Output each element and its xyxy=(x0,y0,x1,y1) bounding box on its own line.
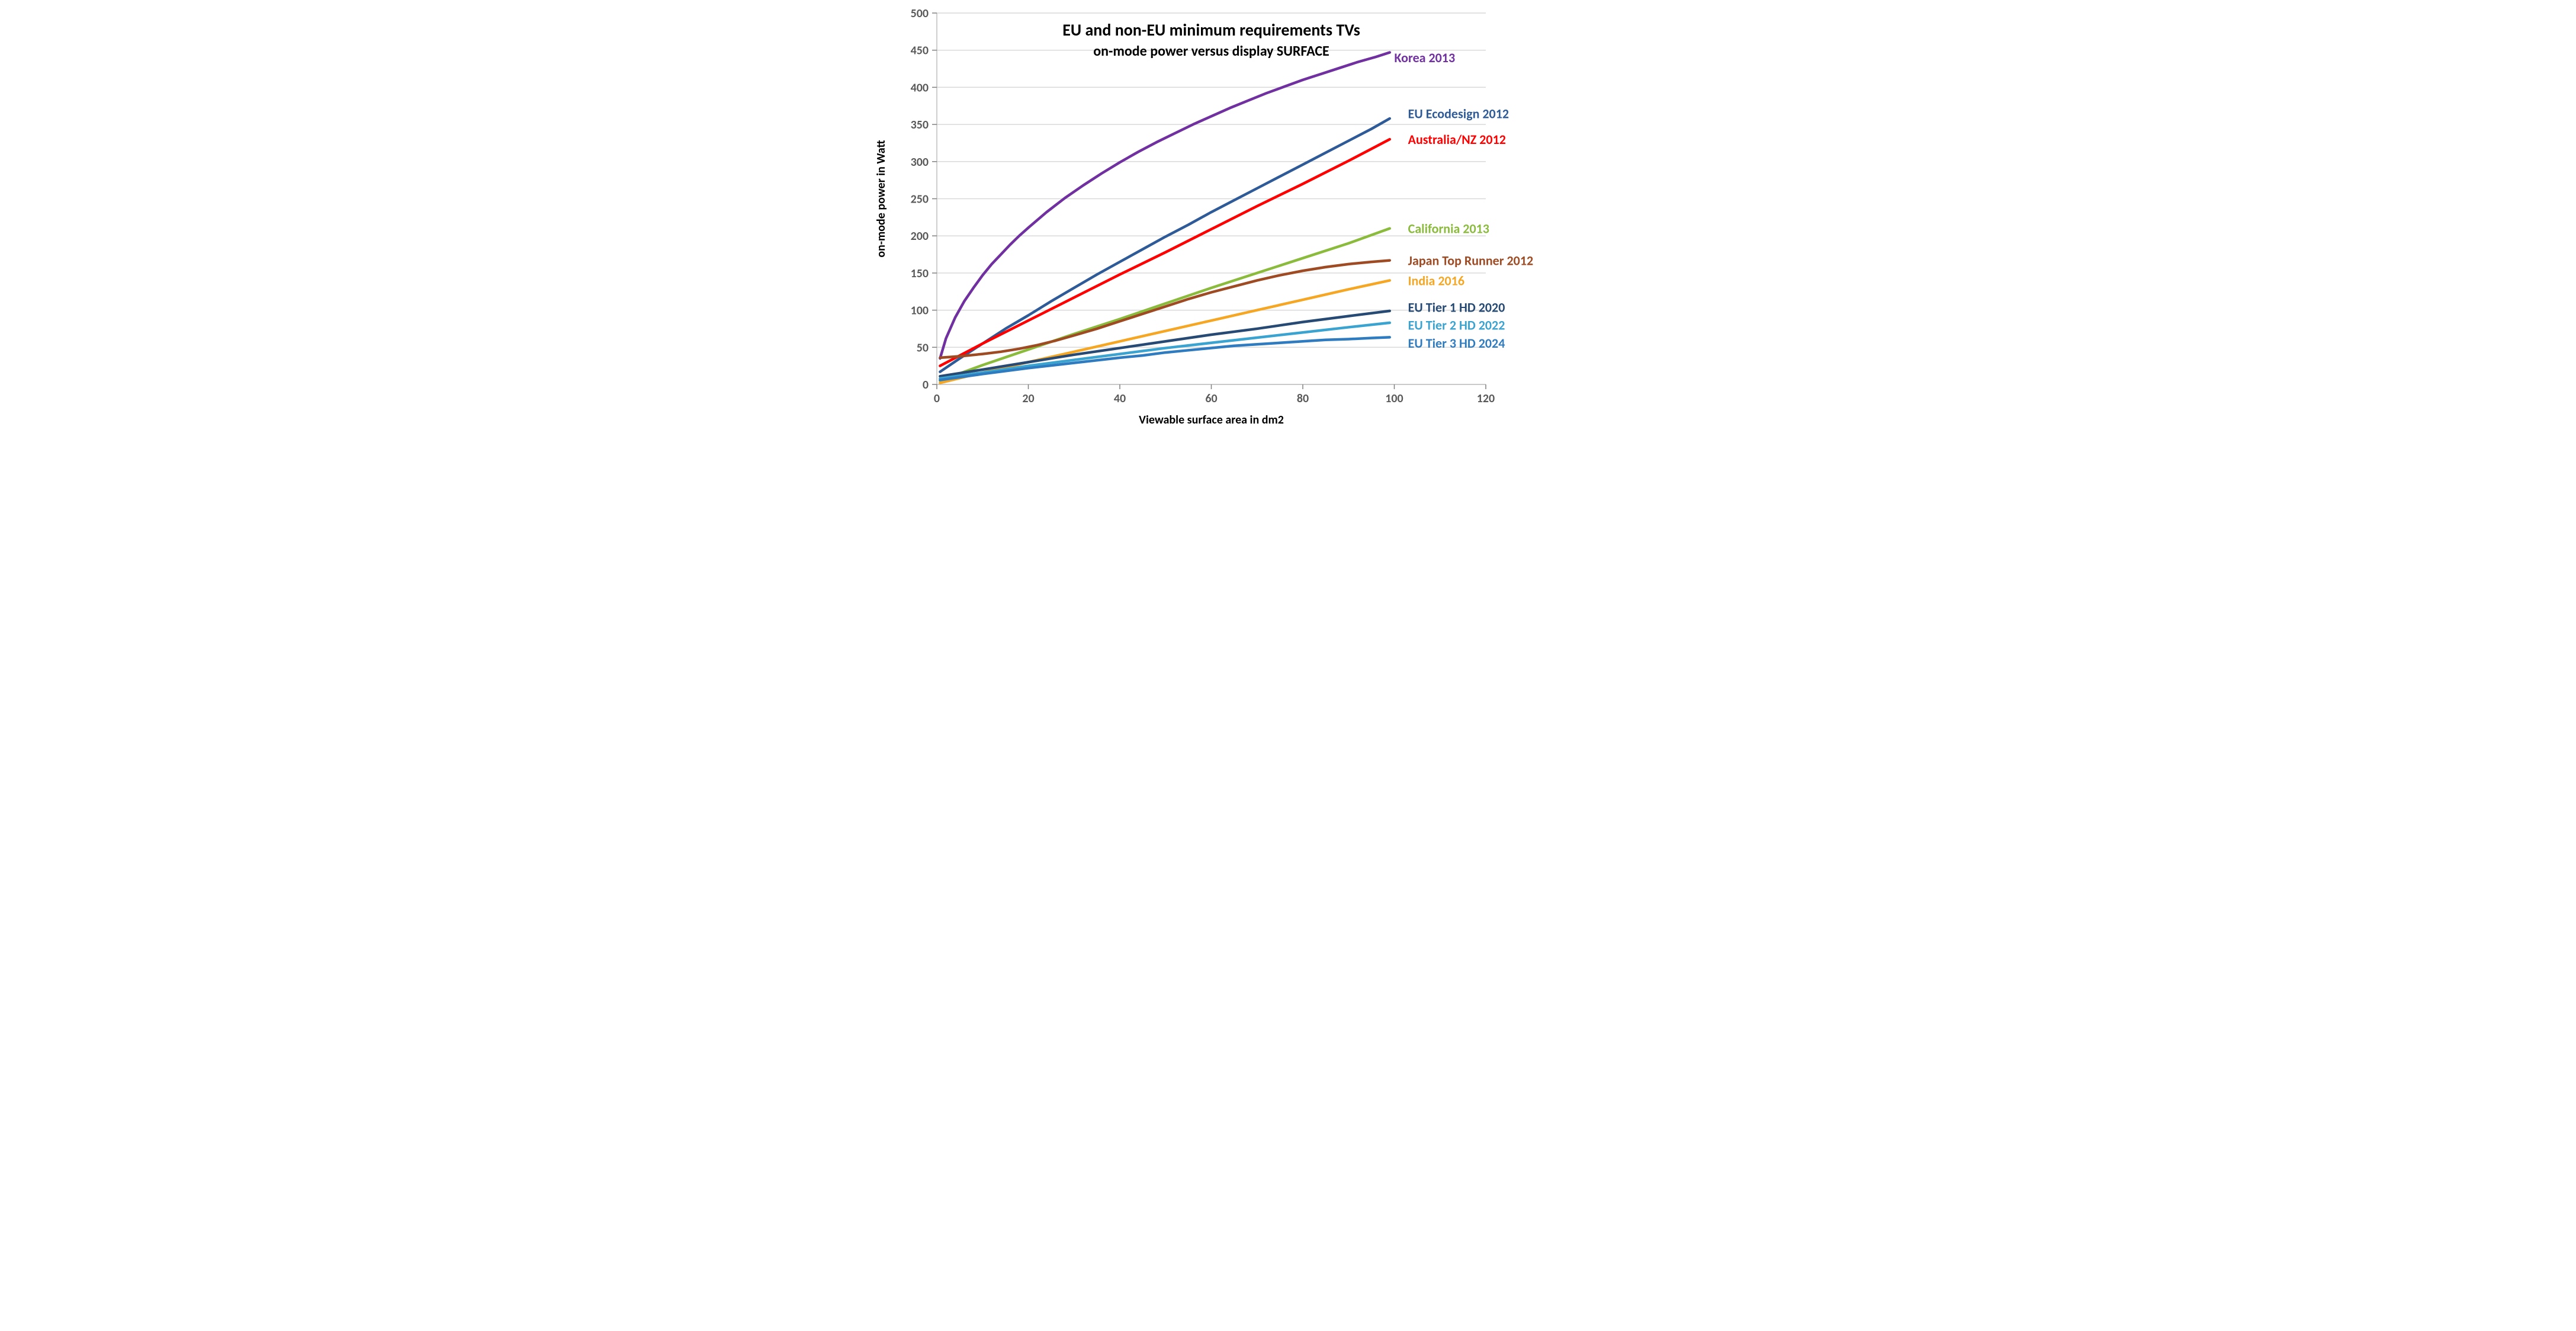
y-tick-label: 300 xyxy=(911,155,929,169)
chart-container: 0 50 100 150 200 250 300 350 400 450 500 0 20 40 60 80 1… xyxy=(859,0,1717,444)
series-label: EU Tier 2 HD 2022 xyxy=(1408,317,1505,333)
series-label: EU Tier 1 HD 2020 xyxy=(1408,300,1505,316)
y-axis-label: on-mode power in Watt xyxy=(874,140,888,257)
chart-subtitle: on-mode power versus display SURFACE xyxy=(1093,43,1329,60)
series-label: Korea 2013 xyxy=(1395,50,1456,66)
chart-title: EU and non-EU minimum requirements TVs xyxy=(1062,20,1360,40)
series-label: Japan Top Runner 2012 xyxy=(1408,253,1533,269)
x-axis-label: Viewable surface area in dm2 xyxy=(1139,413,1284,427)
chart-bg xyxy=(859,0,1717,444)
y-tick-label: 150 xyxy=(911,267,929,281)
y-tick-label: 100 xyxy=(911,304,929,318)
x-tick-label: 0 xyxy=(934,392,940,406)
x-tick-label: 100 xyxy=(1385,392,1403,406)
y-tick-label: 0 xyxy=(923,378,929,392)
x-tick-label: 60 xyxy=(1205,392,1217,406)
x-tick-label: 40 xyxy=(1114,392,1126,406)
series-label: EU Tier 3 HD 2024 xyxy=(1408,335,1505,351)
series-label: EU Ecodesign 2012 xyxy=(1408,105,1509,121)
x-tick-label: 120 xyxy=(1477,392,1495,406)
series-label: California 2013 xyxy=(1408,221,1489,237)
series-label: Australia/NZ 2012 xyxy=(1408,132,1506,147)
y-tick-label: 200 xyxy=(911,229,929,243)
y-tick-label: 350 xyxy=(911,118,929,132)
y-tick-label: 250 xyxy=(911,193,929,207)
series-label: India 2016 xyxy=(1408,272,1464,288)
x-tick-label: 80 xyxy=(1297,392,1309,406)
y-tick-label: 50 xyxy=(917,341,929,355)
y-tick-label: 500 xyxy=(911,7,929,21)
x-tick-label: 20 xyxy=(1022,392,1034,406)
y-tick-label: 400 xyxy=(911,81,929,95)
y-tick-label: 450 xyxy=(911,44,929,58)
line-chart: 0 50 100 150 200 250 300 350 400 450 500 0 20 40 60 80 1… xyxy=(859,0,1717,444)
